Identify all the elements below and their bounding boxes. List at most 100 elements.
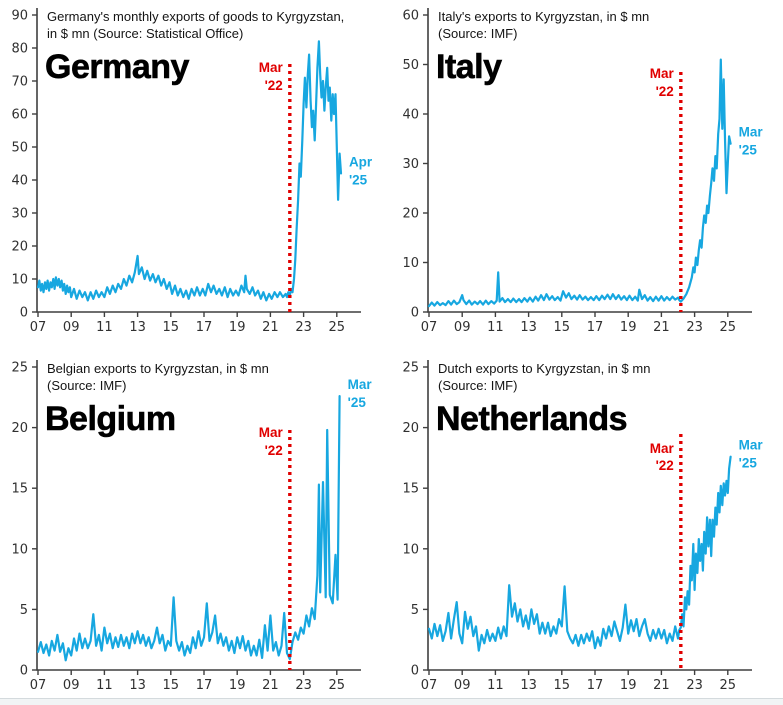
svg-text:'22: '22 bbox=[656, 458, 674, 473]
end-label-netherlands: Mar '25 bbox=[739, 438, 764, 471]
country-label-germany: Germany bbox=[45, 48, 190, 87]
svg-text:'25: '25 bbox=[348, 395, 367, 410]
svg-text:0: 0 bbox=[411, 306, 419, 321]
svg-text:20: 20 bbox=[11, 240, 28, 255]
svg-text:Mar: Mar bbox=[650, 441, 675, 456]
svg-text:20: 20 bbox=[402, 421, 419, 436]
svg-text:70: 70 bbox=[11, 75, 28, 90]
svg-text:11: 11 bbox=[487, 678, 504, 693]
svg-text:19: 19 bbox=[229, 320, 246, 335]
svg-text:15: 15 bbox=[554, 320, 571, 335]
svg-text:60: 60 bbox=[402, 9, 419, 24]
svg-text:13: 13 bbox=[129, 320, 146, 335]
netherlands-line-chart: 0 5 10 15 20 25 07 09 11 13 15 17 19 21 23 25 Mar '22 Mar '… bbox=[402, 360, 764, 693]
svg-text:30: 30 bbox=[11, 207, 28, 222]
chart-title: Dutch exports to Kyrgyzstan, in $ mn (So… bbox=[438, 360, 768, 394]
svg-text:Mar: Mar bbox=[259, 425, 284, 440]
svg-text:19: 19 bbox=[620, 678, 637, 693]
svg-text:0: 0 bbox=[20, 664, 28, 679]
svg-text:11: 11 bbox=[96, 320, 113, 335]
chart-title-line2: (Source: IMF) bbox=[438, 26, 518, 41]
chart-title-line2: (Source: IMF) bbox=[438, 378, 518, 393]
svg-text:40: 40 bbox=[11, 174, 28, 189]
chart-title-line2: (Source: IMF) bbox=[47, 378, 127, 393]
svg-text:0: 0 bbox=[411, 664, 419, 679]
axes: 0 5 10 15 20 25 07 09 11 13 15 17 19 21 23 25 bbox=[402, 360, 752, 693]
svg-text:25: 25 bbox=[402, 361, 419, 376]
svg-text:5: 5 bbox=[411, 603, 419, 618]
svg-text:21: 21 bbox=[262, 320, 279, 335]
svg-text:25: 25 bbox=[329, 320, 346, 335]
chart-title: Germany's monthly exports of goods to Ky… bbox=[47, 8, 377, 42]
svg-text:19: 19 bbox=[620, 320, 637, 335]
svg-text:21: 21 bbox=[653, 678, 670, 693]
svg-text:15: 15 bbox=[163, 678, 180, 693]
svg-text:17: 17 bbox=[196, 320, 213, 335]
svg-text:10: 10 bbox=[11, 273, 28, 288]
series-line-netherlands bbox=[427, 455, 732, 652]
svg-text:Apr: Apr bbox=[349, 154, 373, 169]
svg-text:09: 09 bbox=[63, 320, 80, 335]
svg-text:09: 09 bbox=[454, 678, 471, 693]
svg-text:90: 90 bbox=[11, 9, 28, 24]
chart-title-line1: Germany's monthly exports of goods to Ky… bbox=[47, 9, 345, 24]
svg-text:11: 11 bbox=[96, 678, 113, 693]
svg-text:0: 0 bbox=[20, 306, 28, 321]
event-label-mar-22: Mar '22 bbox=[650, 441, 675, 473]
svg-text:21: 21 bbox=[653, 320, 670, 335]
axes: 0 10 20 30 40 50 60 70 80 90 07 09 11 13 15 17 19 21 23 25 bbox=[11, 8, 361, 335]
svg-text:5: 5 bbox=[20, 603, 28, 618]
event-label-mar-22: Mar '22 bbox=[259, 60, 284, 93]
svg-text:10: 10 bbox=[402, 542, 419, 557]
svg-text:15: 15 bbox=[163, 320, 180, 335]
svg-text:23: 23 bbox=[295, 678, 312, 693]
svg-text:07: 07 bbox=[421, 320, 438, 335]
svg-text:25: 25 bbox=[720, 320, 737, 335]
svg-text:23: 23 bbox=[686, 678, 703, 693]
event-label-mar-22: Mar '22 bbox=[259, 425, 284, 458]
svg-text:15: 15 bbox=[402, 482, 419, 497]
svg-text:23: 23 bbox=[295, 320, 312, 335]
chart-title-line1: Dutch exports to Kyrgyzstan, in $ mn bbox=[438, 361, 651, 376]
chart-title-line1: Belgian exports to Kyrgyzstan, in $ mn bbox=[47, 361, 269, 376]
footer-strip bbox=[0, 698, 783, 705]
event-label-mar-22: Mar '22 bbox=[650, 66, 675, 99]
svg-text:Mar: Mar bbox=[348, 377, 373, 392]
chart-belgium: 0 5 10 15 20 25 07 09 11 13 15 17 19 21 23 25 Mar '22 Mar '… bbox=[0, 352, 391, 705]
germany-line-chart: 0 10 20 30 40 50 60 70 80 90 07 09 11 13 15 17 19 21 23 25 M… bbox=[11, 8, 373, 335]
svg-text:40: 40 bbox=[402, 108, 419, 123]
country-label-netherlands: Netherlands bbox=[436, 400, 628, 439]
svg-text:07: 07 bbox=[30, 320, 47, 335]
svg-text:'25: '25 bbox=[739, 143, 758, 158]
svg-text:17: 17 bbox=[196, 678, 213, 693]
svg-text:'22: '22 bbox=[656, 84, 674, 99]
svg-text:Mar: Mar bbox=[739, 125, 764, 140]
svg-text:13: 13 bbox=[520, 678, 537, 693]
chart-title: Italy's exports to Kyrgyzstan, in $ mn (… bbox=[438, 8, 768, 42]
svg-text:17: 17 bbox=[587, 678, 604, 693]
svg-text:60: 60 bbox=[11, 108, 28, 123]
axes: 0 10 20 30 40 50 60 07 09 11 13 15 17 19 21 23 25 bbox=[402, 8, 752, 335]
svg-text:25: 25 bbox=[329, 678, 346, 693]
svg-text:'22: '22 bbox=[265, 78, 283, 93]
svg-text:15: 15 bbox=[554, 678, 571, 693]
svg-text:13: 13 bbox=[129, 678, 146, 693]
svg-text:30: 30 bbox=[402, 157, 419, 172]
chart-title-line2: in $ mn (Source: Statistical Office) bbox=[47, 26, 244, 41]
belgium-line-chart: 0 5 10 15 20 25 07 09 11 13 15 17 19 21 23 25 Mar '22 Mar '… bbox=[11, 360, 373, 693]
svg-text:Mar: Mar bbox=[259, 60, 284, 75]
svg-text:10: 10 bbox=[11, 542, 28, 557]
end-label-belgium: Mar '25 bbox=[348, 377, 373, 410]
svg-text:'25: '25 bbox=[739, 456, 758, 471]
chart-title-line1: Italy's exports to Kyrgyzstan, in $ mn bbox=[438, 9, 650, 24]
chart-germany: 0 10 20 30 40 50 60 70 80 90 07 09 11 13 15 17 19 21 23 25 M… bbox=[0, 0, 391, 352]
svg-text:11: 11 bbox=[487, 320, 504, 335]
svg-text:17: 17 bbox=[587, 320, 604, 335]
svg-text:Mar: Mar bbox=[650, 66, 675, 81]
svg-text:09: 09 bbox=[454, 320, 471, 335]
svg-text:09: 09 bbox=[63, 678, 80, 693]
svg-text:20: 20 bbox=[11, 421, 28, 436]
svg-text:20: 20 bbox=[402, 207, 419, 222]
svg-text:50: 50 bbox=[402, 58, 419, 73]
svg-text:15: 15 bbox=[11, 482, 28, 497]
